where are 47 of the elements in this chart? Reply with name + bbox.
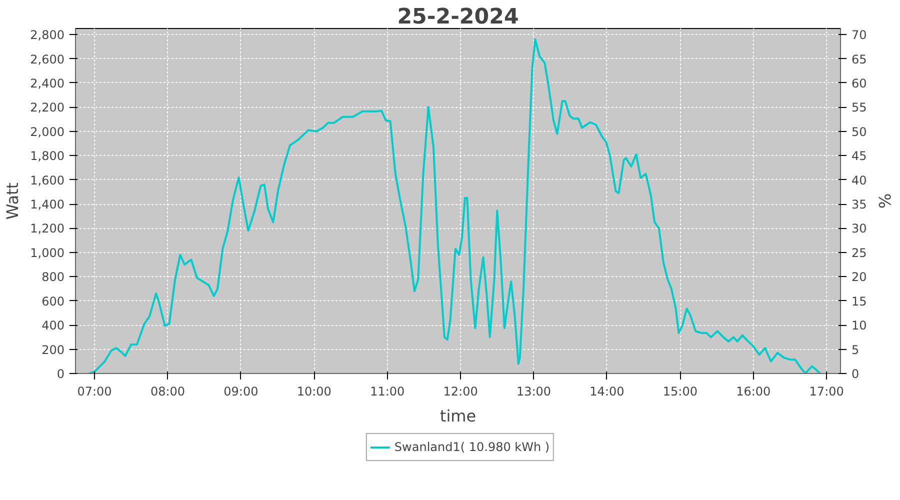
y-tick-label: 1,000 — [30, 246, 65, 260]
y-tick-label: 1,800 — [30, 149, 65, 164]
x-tick-label: 14:00 — [590, 384, 624, 398]
y-tick-label: 400 — [42, 318, 64, 333]
y2-tick-label: 45 — [852, 149, 867, 164]
x-tick-label: 07:00 — [77, 384, 112, 398]
y-tick-label: 1,400 — [30, 198, 65, 212]
x-tick-label: 13:00 — [516, 384, 552, 398]
y-tick-label: 600 — [42, 294, 64, 308]
x-tick-label: 16:00 — [736, 384, 771, 398]
y2-tick-label: 5 — [852, 342, 860, 357]
x-tick-label: 08:00 — [150, 384, 186, 398]
y2-tick-label: 15 — [852, 294, 867, 308]
y2-tick-label: 65 — [852, 52, 867, 66]
y2-tick-label: 30 — [852, 222, 867, 236]
y2-tick-label: 70 — [852, 28, 867, 42]
legend-label: Swanland1( 10.980 kWh ) — [394, 440, 550, 454]
y2-axis-title: % — [874, 193, 894, 209]
y-tick-label: 2,400 — [30, 76, 65, 90]
y-tick-label: 800 — [42, 270, 64, 284]
y2-tick-label: 25 — [852, 246, 867, 260]
y-tick-label: 2,000 — [30, 124, 65, 139]
x-axis-title: time — [440, 406, 476, 426]
x-tick-label: 11:00 — [370, 384, 405, 398]
x-tick-label: 10:00 — [296, 384, 332, 398]
y-tick-label: 2,200 — [30, 100, 65, 115]
y2-tick-label: 60 — [852, 76, 867, 90]
y2-tick-label: 0 — [852, 367, 860, 381]
y-axis-title: Watt — [3, 182, 22, 220]
y2-tick-label: 20 — [852, 270, 867, 284]
y-tick-label: 0 — [56, 367, 65, 381]
y2-tick-label: 10 — [852, 318, 867, 333]
y-tick-label: 200 — [42, 342, 64, 357]
y2-tick-label: 50 — [852, 124, 867, 139]
y-tick-label: 2,600 — [30, 52, 65, 66]
x-tick-label: 15:00 — [662, 384, 698, 398]
x-tick-label: 12:00 — [443, 384, 478, 398]
y2-tick-label: 55 — [852, 100, 867, 115]
x-tick-label: 17:00 — [809, 384, 844, 398]
x-tick-label: 09:00 — [224, 384, 258, 398]
y-tick-label: 1,600 — [30, 173, 65, 188]
y2-tick-label: 40 — [852, 173, 867, 188]
y-tick-label: 2,800 — [30, 28, 65, 42]
y2-tick-label: 35 — [852, 198, 867, 212]
line-series — [88, 38, 821, 374]
chart-title: 25-2-2024 — [397, 4, 519, 30]
y-tick-label: 1,200 — [30, 222, 65, 236]
